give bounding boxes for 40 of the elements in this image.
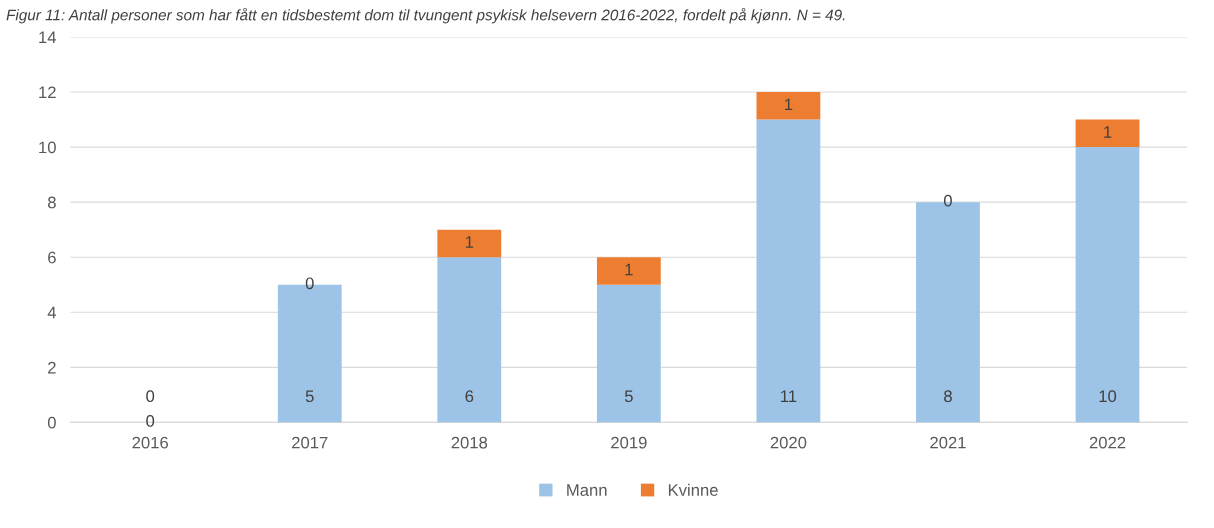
data-label: 8 <box>944 390 952 403</box>
data-label: 0 <box>305 277 314 290</box>
data-label: 1 <box>1104 126 1112 138</box>
data-label: 5 <box>624 390 633 403</box>
x-tick-label: 2016 <box>132 436 168 449</box>
bar <box>1075 119 1140 148</box>
bar <box>1075 147 1140 423</box>
data-label: 1 <box>785 98 793 111</box>
y-tick-label: 4 <box>47 306 57 319</box>
x-tick-label: 2022 <box>1089 436 1126 449</box>
legend-label: Kvinne <box>668 483 718 496</box>
y-tick-label: 12 <box>39 86 56 99</box>
bar <box>756 92 821 120</box>
y-tick-label: 6 <box>48 251 56 264</box>
data-label: 11 <box>781 390 797 402</box>
y-tick-label: 2 <box>48 361 56 374</box>
bar <box>756 119 821 423</box>
data-label: 6 <box>465 390 474 403</box>
y-tick-label: 0 <box>47 416 56 429</box>
data-label: 1 <box>625 263 633 276</box>
data-label: 5 <box>305 390 314 403</box>
data-label: 0 <box>146 390 155 403</box>
chart-title: Figur 11: Antall personer som har fått en tidsbestemt dom til tvungent psykisk helsevern 2016-2022, fordelt på kjønn. N = 49. <box>6 7 845 24</box>
bar <box>596 257 661 285</box>
bar <box>437 229 502 258</box>
data-label: 0 <box>943 194 952 207</box>
bar <box>596 284 661 423</box>
x-tick-label: 2017 <box>292 436 328 449</box>
x-tick-label: 2021 <box>930 436 966 449</box>
legend-label: Mann <box>567 484 607 496</box>
y-tick-label: 10 <box>39 141 56 154</box>
x-tick-label: 2019 <box>611 436 647 449</box>
data-label: 0 <box>146 415 155 427</box>
bar <box>437 257 502 423</box>
x-tick-label: 2020 <box>770 436 807 449</box>
data-label: 1 <box>465 236 474 248</box>
y-tick-label: 14 <box>39 31 57 43</box>
y-tick-label: 8 <box>47 196 56 209</box>
data-label: 10 <box>1099 390 1117 403</box>
x-tick-label: 2018 <box>451 436 488 449</box>
